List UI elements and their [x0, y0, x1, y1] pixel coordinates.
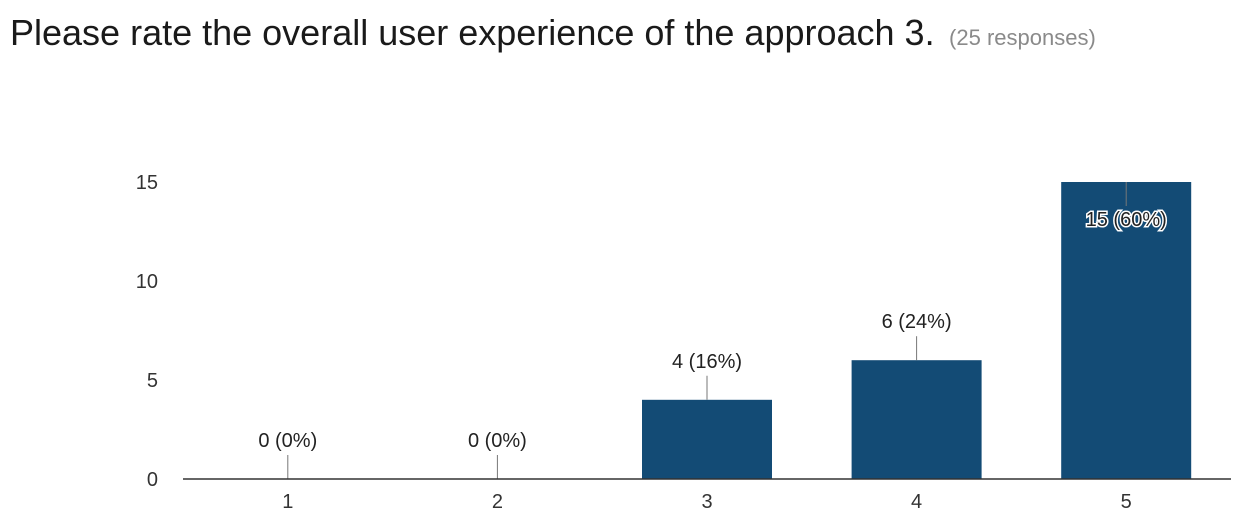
y-tick-label: 10: [136, 271, 158, 293]
x-tick-label: 4: [911, 491, 922, 513]
data-label: 6 (24%): [882, 311, 952, 333]
y-tick-label: 0: [147, 469, 158, 491]
response-count: (25 responses): [949, 25, 1096, 50]
bar: [1061, 182, 1192, 479]
y-tick-label: 15: [136, 172, 158, 194]
chart-title: Please rate the overall user experience …: [10, 12, 935, 53]
x-tick-label: 2: [492, 491, 503, 513]
x-tick-label: 1: [282, 491, 293, 513]
data-label: 15 (60%): [1086, 209, 1167, 231]
chart-header: Please rate the overall user experience …: [10, 12, 1236, 54]
data-label: 0 (0%): [258, 430, 317, 452]
bar: [642, 399, 772, 479]
y-tick-label: 5: [147, 370, 158, 392]
x-tick-label: 5: [1121, 491, 1132, 513]
data-label: 4 (16%): [672, 351, 742, 373]
data-label: 0 (0%): [468, 430, 527, 452]
x-tick-label: 3: [701, 491, 712, 513]
bar: [851, 360, 982, 479]
